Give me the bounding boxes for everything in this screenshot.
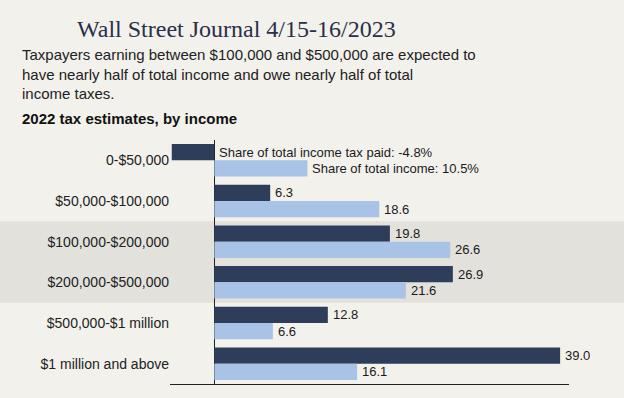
svg-text:21.6: 21.6 (411, 283, 436, 298)
svg-text:$50,000-$100,000: $50,000-$100,000 (55, 193, 169, 209)
svg-text:39.0: 39.0 (565, 348, 590, 363)
svg-text:26.6: 26.6 (455, 242, 480, 257)
svg-text:16.1: 16.1 (362, 364, 387, 379)
svg-text:18.6: 18.6 (384, 202, 409, 217)
svg-text:2022 tax estimates, by income: 2022 tax estimates, by income (22, 110, 237, 127)
svg-text:$500,000-$1 million: $500,000-$1 million (47, 315, 169, 331)
svg-text:Share of total income: 10.5%: Share of total income: 10.5% (312, 161, 479, 176)
svg-text:19.8: 19.8 (395, 226, 420, 241)
svg-text:$100,000-$200,000: $100,000-$200,000 (48, 234, 170, 250)
svg-text:6.3: 6.3 (275, 185, 293, 200)
svg-text:$200,000-$500,000: $200,000-$500,000 (48, 274, 170, 290)
svg-text:Share of total income tax paid: Share of total income tax paid: -4.8% (219, 145, 433, 160)
svg-text:Wall Street Journal 4/15-16/20: Wall Street Journal 4/15-16/2023 (77, 16, 396, 42)
svg-text:0-$50,000: 0-$50,000 (106, 152, 169, 168)
svg-text:6.6: 6.6 (278, 324, 296, 339)
svg-text:Taxpayers earning between $100: Taxpayers earning between $100,000 and $… (22, 46, 476, 102)
svg-text:26.9: 26.9 (458, 267, 483, 282)
svg-text:12.8: 12.8 (333, 307, 358, 322)
svg-text:$1 million and above: $1 million and above (41, 356, 170, 372)
